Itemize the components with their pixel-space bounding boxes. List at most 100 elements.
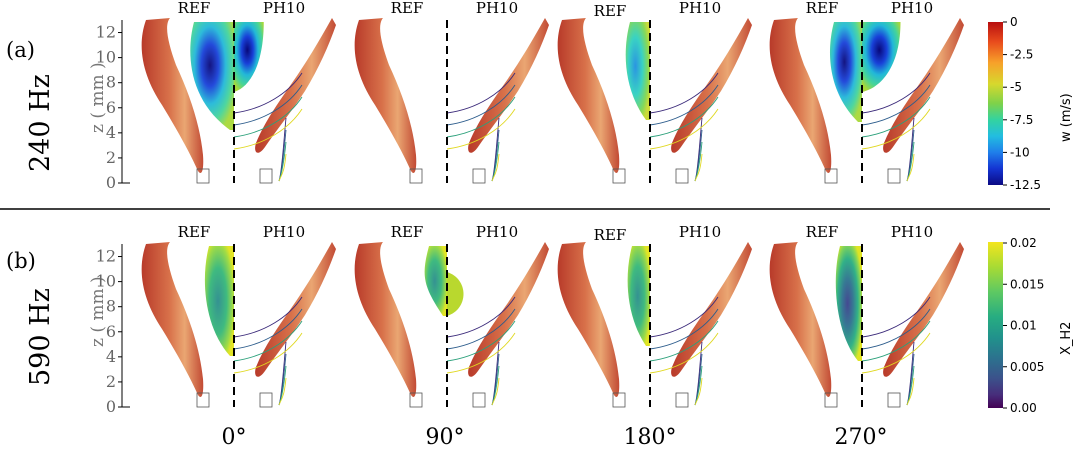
flame-ph10-shape bbox=[468, 242, 549, 377]
panel-r0-c3: REF PH10 bbox=[769, 0, 964, 184]
colorbar-h2-tick-label: 0.015 bbox=[1010, 277, 1044, 291]
flame-ref bbox=[141, 242, 204, 398]
isoline bbox=[233, 108, 303, 182]
colorbar-h2-label: X_H2 bbox=[1059, 322, 1074, 355]
flame-ph10 bbox=[468, 18, 549, 153]
flame-ref-shape bbox=[769, 18, 832, 174]
colorbar-w-tick-label: 0 bbox=[1010, 15, 1018, 29]
panel-r1-c1: REF PH10 bbox=[354, 223, 549, 408]
h2-contour bbox=[627, 246, 650, 346]
colorbar-w-tick-label: -12.5 bbox=[1010, 178, 1041, 192]
flame-ref-shape bbox=[354, 242, 417, 398]
phase-label-270: 270° bbox=[835, 425, 888, 449]
flame-ref bbox=[557, 242, 620, 398]
injector-ref bbox=[409, 168, 423, 184]
flame-ph10 bbox=[468, 242, 549, 377]
colorbar-w-label: w (m/s) bbox=[1059, 93, 1074, 142]
isoline bbox=[649, 108, 719, 182]
panel-r1-c2: REF PH10 bbox=[557, 223, 752, 408]
isoline bbox=[446, 108, 516, 182]
injector-ph10 bbox=[259, 392, 273, 408]
isoline bbox=[861, 108, 931, 182]
injector-ref bbox=[409, 392, 423, 408]
ref-label: REF bbox=[391, 0, 424, 17]
colorbar-h2-tick-label: 0.00 bbox=[1010, 401, 1037, 415]
ph10-label: PH10 bbox=[679, 0, 721, 17]
z-axis-row-1: 0 2 4 6 8 10 12 bbox=[96, 244, 130, 416]
colorbar-w-tick-label: -7.5 bbox=[1010, 113, 1033, 127]
colorbar-h2 bbox=[988, 242, 1003, 408]
flame-ph10 bbox=[255, 242, 336, 377]
panel-r1-c3: REF PH10 bbox=[769, 223, 964, 408]
z-tick-label: 8 bbox=[106, 73, 116, 92]
isolines bbox=[233, 296, 303, 406]
flame-ph10 bbox=[883, 242, 964, 377]
z-tick-label: 10 bbox=[96, 272, 116, 291]
velocity-contour-right bbox=[862, 22, 901, 92]
z-axis-label-b: z ( mm ) bbox=[88, 276, 108, 347]
flame-ref-shape bbox=[354, 18, 417, 174]
flame-ref bbox=[354, 18, 417, 174]
ref-label: REF bbox=[178, 223, 211, 241]
velocity-contour-right bbox=[234, 22, 264, 92]
injector-ph10 bbox=[675, 168, 689, 184]
colorbar-w-tick-label: -2.5 bbox=[1010, 48, 1033, 62]
injector-ph10 bbox=[675, 392, 689, 408]
injector-ph10 bbox=[887, 392, 901, 408]
flame-ref bbox=[141, 18, 204, 174]
ph10-label: PH10 bbox=[891, 0, 933, 17]
injector-ph10 bbox=[472, 392, 486, 408]
isoline bbox=[233, 332, 303, 406]
flame-ph10 bbox=[671, 242, 752, 377]
injector-ref bbox=[824, 392, 838, 408]
flame-ph10-shape bbox=[671, 18, 752, 153]
isoline bbox=[446, 332, 516, 406]
flame-ref bbox=[769, 18, 832, 174]
colorbar-h2-tick-label: 0.005 bbox=[1010, 360, 1044, 374]
z-axis-row-0: 0 2 4 6 8 10 12 bbox=[96, 20, 130, 192]
z-tick-label: 2 bbox=[106, 372, 116, 391]
flame-ref bbox=[354, 242, 417, 398]
h2-contour bbox=[204, 246, 234, 356]
flame-ph10 bbox=[671, 18, 752, 153]
flame-ref-shape bbox=[557, 242, 620, 398]
flame-ref-shape bbox=[769, 242, 832, 398]
isolines bbox=[649, 72, 719, 182]
h2-contour bbox=[835, 246, 862, 361]
phase-label-180: 180° bbox=[624, 425, 677, 449]
ref-label: REF bbox=[594, 226, 627, 244]
velocity-contour bbox=[625, 22, 650, 120]
panel-r0-c2: REF PH10 bbox=[557, 0, 752, 184]
colorbar-w-tick-label: -5 bbox=[1010, 80, 1022, 94]
z-tick-label: 6 bbox=[106, 322, 116, 341]
flame-ref-shape bbox=[141, 18, 204, 174]
z-tick-label: 8 bbox=[106, 297, 116, 316]
flame-ph10-shape bbox=[468, 18, 549, 153]
flame-ph10-shape bbox=[883, 242, 964, 377]
flame-ref-shape bbox=[141, 242, 204, 398]
flame-ph10 bbox=[883, 18, 964, 153]
injector-ref bbox=[196, 168, 210, 184]
z-tick-label: 6 bbox=[106, 98, 116, 117]
ref-label: REF bbox=[806, 223, 839, 241]
ph10-label: PH10 bbox=[679, 223, 721, 241]
panel-label-b: (b) bbox=[6, 249, 36, 273]
z-tick-label: 2 bbox=[106, 148, 116, 167]
ref-label: REF bbox=[391, 223, 424, 241]
flame-ph10-shape bbox=[255, 242, 336, 377]
h2-contour-right bbox=[447, 272, 464, 316]
colorbar-w bbox=[988, 22, 1003, 185]
z-tick-label: 0 bbox=[106, 397, 116, 416]
isolines bbox=[233, 72, 303, 182]
phase-label-90: 90° bbox=[426, 425, 465, 449]
ph10-label: PH10 bbox=[891, 223, 933, 241]
velocity-contour bbox=[190, 22, 234, 130]
injector-ref bbox=[612, 392, 626, 408]
ref-label: REF bbox=[178, 0, 211, 17]
z-tick-label: 4 bbox=[106, 123, 116, 142]
ph10-label: PH10 bbox=[263, 223, 305, 241]
ph10-label: PH10 bbox=[476, 223, 518, 241]
isoline bbox=[649, 332, 719, 406]
z-axis-label-a: z ( mm ) bbox=[88, 62, 108, 133]
colorbar-h2-tick-label: 0.02 bbox=[1010, 236, 1037, 250]
